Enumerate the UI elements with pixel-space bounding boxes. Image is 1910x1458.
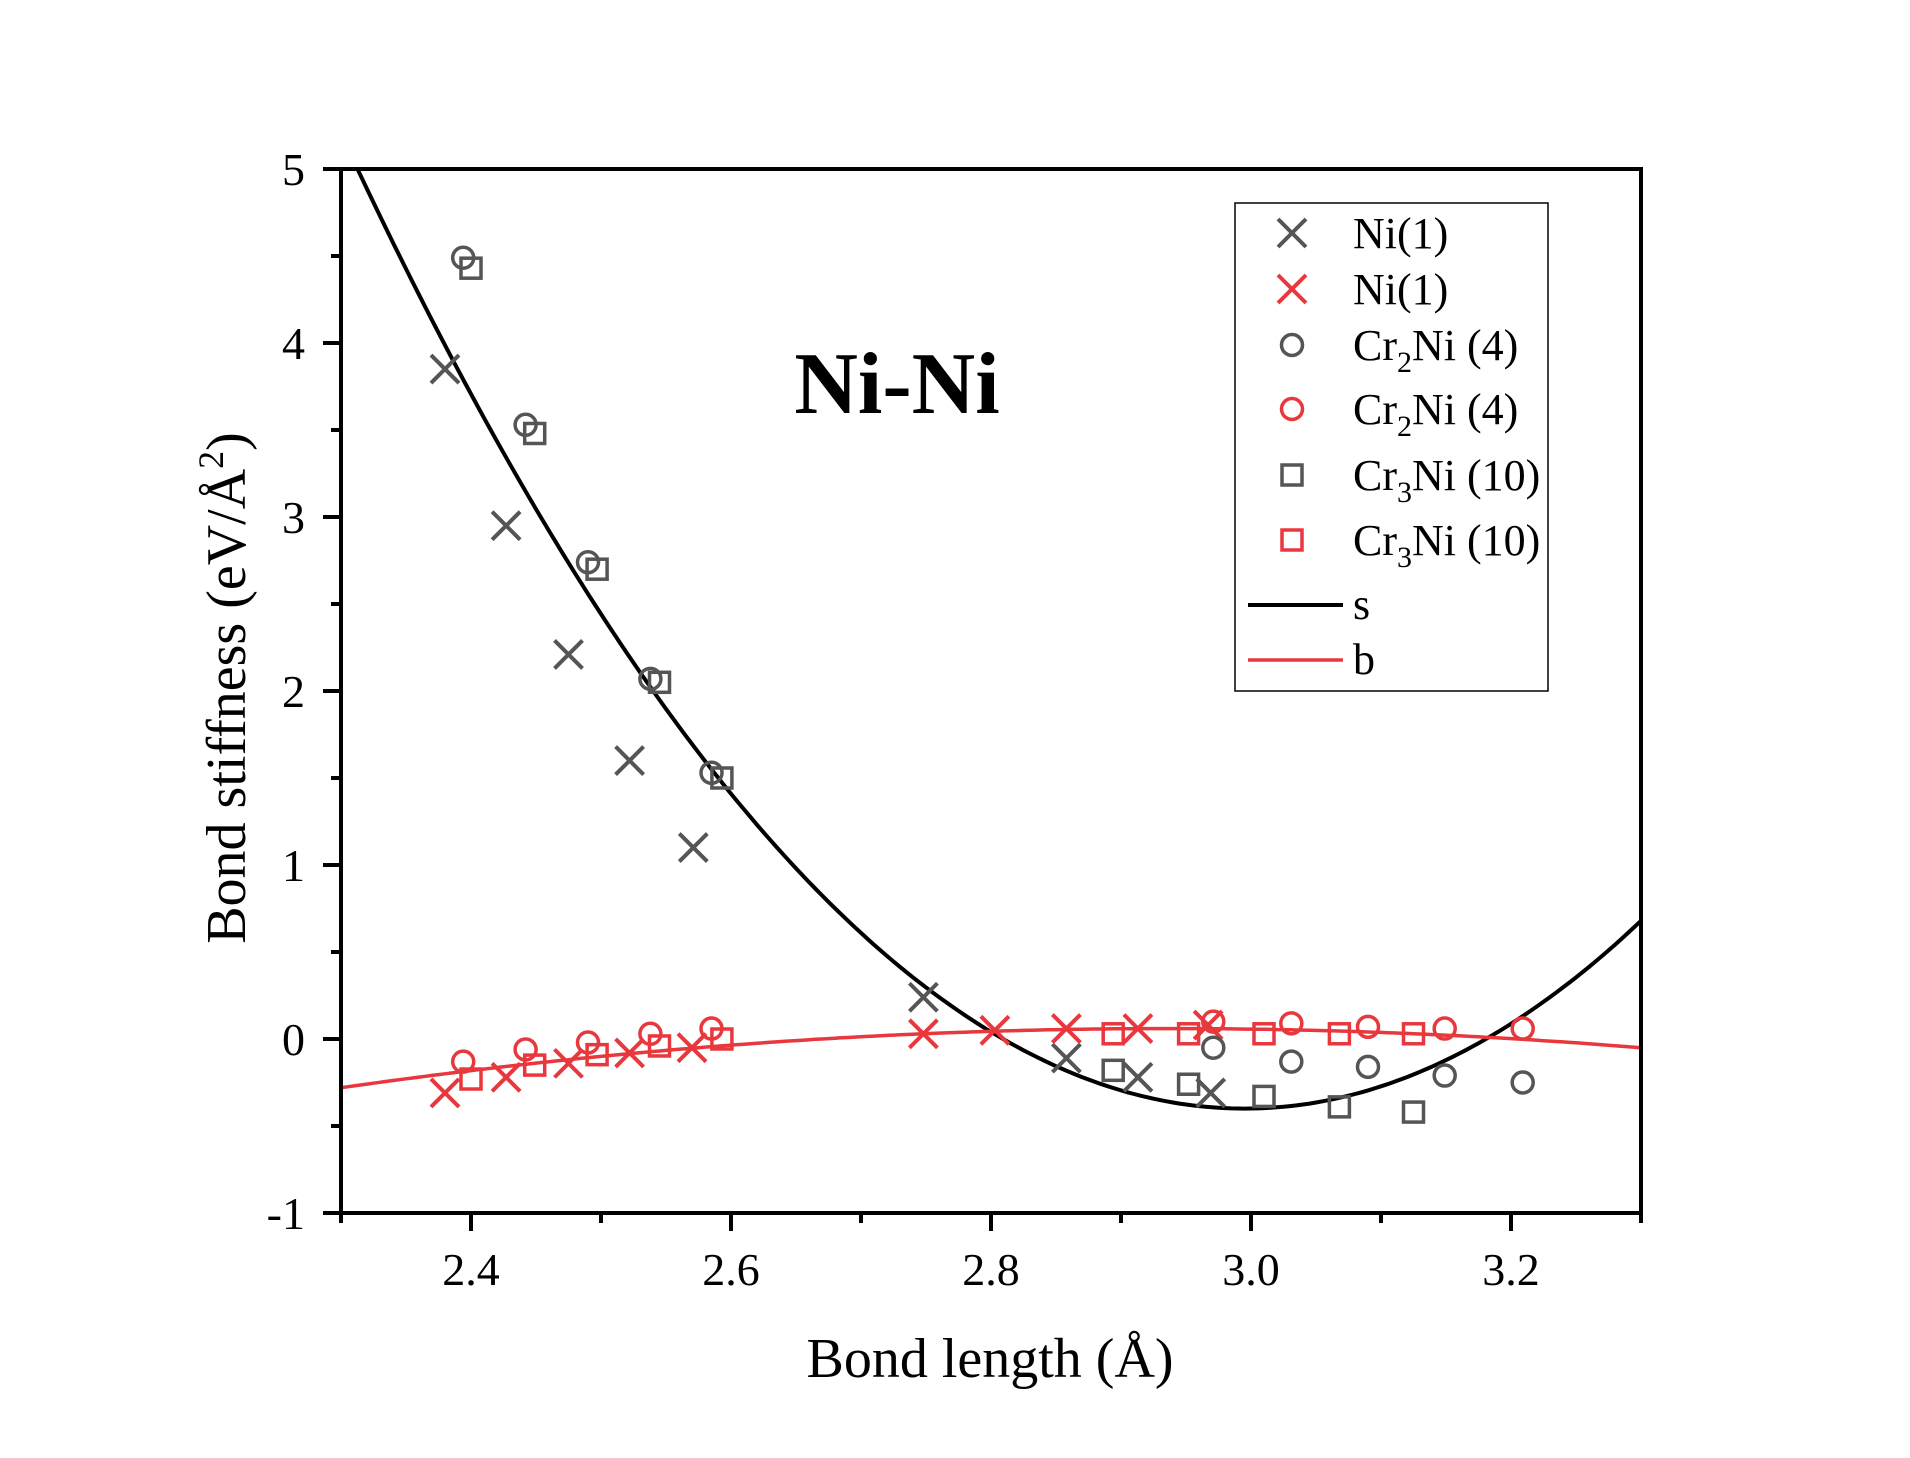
legend-item: s: [1248, 580, 1370, 629]
data-point-square-red: [647, 1034, 672, 1058]
legend-label: Cr2Ni (4): [1353, 385, 1518, 443]
data-point-square-gray: [1252, 1084, 1276, 1109]
y-tick-label: 4: [282, 318, 305, 369]
data-point-square-gray: [522, 421, 547, 446]
legend-marker-circle-gray: [1279, 332, 1305, 358]
legend-marker-circle-red: [1279, 396, 1305, 422]
data-point-x-gray: [553, 639, 584, 670]
legend-label: Ni(1): [1353, 265, 1448, 314]
data-point-square-red: [1176, 1022, 1201, 1046]
x-tick-label: 2.6: [702, 1244, 760, 1295]
data-point-square-red: [522, 1053, 547, 1077]
axis-ticks: [323, 167, 1643, 1231]
data-point-circle-gray: [1510, 1070, 1535, 1095]
data-point-x-red: [979, 1014, 1011, 1046]
y-tick-label: 2: [282, 666, 305, 717]
data-point-circle-red: [1355, 1014, 1381, 1040]
data-point-square-red: [1327, 1022, 1352, 1046]
y-axis-title-close: ): [196, 432, 258, 451]
y-tick-label: 0: [282, 1014, 305, 1065]
data-point-x-gray: [1122, 1061, 1154, 1093]
data-point-circle-red: [450, 1049, 476, 1074]
data-point-square-red: [1101, 1022, 1125, 1046]
data-point-x-gray: [490, 510, 522, 542]
data-point-square-red: [1401, 1022, 1426, 1046]
data-point-x-red: [1050, 1013, 1082, 1044]
y-tick-label: 5: [282, 144, 305, 195]
data-point-circle-gray: [1279, 1049, 1304, 1074]
data-point-x-gray: [677, 832, 709, 864]
data-point-square-gray: [647, 670, 672, 695]
data-point-square-red: [1252, 1022, 1276, 1046]
data-point-square-red: [710, 1027, 734, 1051]
data-point-square-gray: [585, 557, 609, 581]
data-point-circle-red: [1279, 1011, 1304, 1036]
legend-marker-square-gray: [1280, 463, 1304, 487]
legend-marker-x-red: [1276, 273, 1308, 305]
x-tick-label: 2.8: [962, 1244, 1020, 1295]
data-point-square-gray: [1401, 1100, 1426, 1124]
x-tick-label: 3.0: [1222, 1244, 1280, 1295]
data-point-circle-gray: [1432, 1063, 1457, 1088]
data-point-x-red: [907, 1018, 939, 1050]
data-point-square-gray: [1101, 1058, 1125, 1083]
data-point-circle-red: [1510, 1016, 1535, 1041]
legend-label: s: [1353, 580, 1370, 629]
y-axis-title: Bond stiffness (eV/Å2): [191, 432, 258, 944]
data-point-x-gray: [1195, 1077, 1227, 1109]
tick-labels: 2.4 2.6 2.8 3.0 3.2 -1 0 1 2 3 4 5: [267, 144, 1540, 1295]
data-point-x-gray: [907, 981, 939, 1013]
x-tick-label: 3.2: [1482, 1244, 1540, 1295]
data-point-circle-gray: [1201, 1035, 1226, 1060]
legend-label: Cr2Ni (4): [1353, 321, 1518, 379]
y-axis-title-main: Bond stiffness (eV/Å: [196, 468, 258, 943]
chart-title: Ni-Ni: [794, 336, 999, 433]
legend: Ni(1) Ni(1) Cr2Ni (4) Cr2Ni (4) Cr3Ni (10) Cr…: [1234, 202, 1549, 692]
data-point-square-red: [585, 1042, 609, 1067]
legend-item: Cr3Ni (10): [1280, 451, 1540, 509]
data-point-x-red: [553, 1047, 584, 1079]
y-axis-title-sup: 2: [191, 451, 231, 469]
data-point-circle-red: [1432, 1016, 1457, 1041]
data-point-square-gray: [710, 766, 734, 790]
data-point-square-gray: [459, 256, 483, 280]
data-point-square-gray: [1327, 1095, 1352, 1119]
data-point-circle-red: [1201, 1009, 1226, 1034]
legend-item: Cr3Ni (10): [1280, 516, 1540, 574]
legend-item: b: [1248, 635, 1375, 684]
data-point-x-gray: [1050, 1042, 1082, 1074]
x-tick-label: 2.4: [442, 1244, 500, 1295]
data-points: [429, 245, 1535, 1124]
legend-item: Cr2Ni (4): [1279, 321, 1518, 379]
y-tick-label: 3: [282, 492, 305, 543]
data-point-square-gray: [1176, 1072, 1201, 1096]
legend-marker-square-red: [1280, 528, 1304, 552]
data-point-x-red: [490, 1061, 522, 1093]
legend-item: Ni(1): [1276, 209, 1448, 258]
legend-item: Ni(1): [1276, 265, 1448, 314]
x-axis-title: Bond length (Å): [806, 1328, 1173, 1390]
data-point-x-gray: [614, 745, 646, 777]
data-point-circle-gray: [1355, 1054, 1381, 1080]
legend-label: Ni(1): [1353, 209, 1448, 258]
legend-label: b: [1353, 635, 1375, 684]
y-tick-label: 1: [282, 840, 305, 891]
legend-marker-x-gray: [1276, 217, 1308, 249]
legend-label: Cr3Ni (10): [1353, 451, 1540, 509]
data-point-x-red: [429, 1077, 461, 1109]
data-point-x-red: [1122, 1013, 1154, 1044]
legend-item: Cr2Ni (4): [1279, 385, 1518, 443]
data-point-x-red: [676, 1032, 708, 1064]
data-point-square-red: [459, 1067, 483, 1091]
legend-label: Cr3Ni (10): [1353, 516, 1540, 574]
data-point-x-red: [614, 1037, 646, 1069]
y-tick-label: -1: [267, 1188, 305, 1239]
data-point-x-gray: [429, 353, 461, 385]
